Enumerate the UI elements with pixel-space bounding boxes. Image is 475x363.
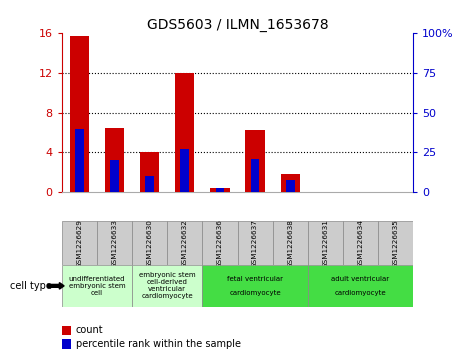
Bar xyxy=(216,188,224,192)
Text: GSM1226634: GSM1226634 xyxy=(358,219,363,268)
Bar xyxy=(175,73,194,192)
FancyBboxPatch shape xyxy=(132,265,202,307)
Text: GSM1226636: GSM1226636 xyxy=(217,219,223,268)
FancyBboxPatch shape xyxy=(308,265,413,307)
Bar xyxy=(210,188,229,192)
FancyBboxPatch shape xyxy=(132,221,167,265)
FancyBboxPatch shape xyxy=(202,265,308,307)
Bar xyxy=(251,159,259,192)
Bar xyxy=(286,180,294,192)
Text: GSM1226633: GSM1226633 xyxy=(112,219,117,268)
Bar xyxy=(70,36,89,192)
Bar xyxy=(140,152,159,192)
Text: GSM1226637: GSM1226637 xyxy=(252,219,258,268)
Bar xyxy=(110,160,119,192)
Title: GDS5603 / ILMN_1653678: GDS5603 / ILMN_1653678 xyxy=(147,18,328,32)
FancyBboxPatch shape xyxy=(97,221,132,265)
FancyBboxPatch shape xyxy=(343,221,378,265)
Text: GSM1226632: GSM1226632 xyxy=(182,219,188,268)
Bar xyxy=(246,130,265,192)
Text: GSM1226629: GSM1226629 xyxy=(76,219,82,268)
FancyBboxPatch shape xyxy=(167,221,202,265)
Text: percentile rank within the sample: percentile rank within the sample xyxy=(76,339,241,349)
Text: GSM1226638: GSM1226638 xyxy=(287,219,293,268)
Bar xyxy=(105,127,124,192)
Bar xyxy=(145,176,154,192)
Text: fetal ventricular

cardiomyocyte: fetal ventricular cardiomyocyte xyxy=(227,276,283,296)
Text: embryonic stem
cell-derived
ventricular
cardiomyocyte: embryonic stem cell-derived ventricular … xyxy=(139,272,196,299)
FancyBboxPatch shape xyxy=(378,221,413,265)
Text: count: count xyxy=(76,325,104,335)
Text: adult ventricular

cardiomyocyte: adult ventricular cardiomyocyte xyxy=(332,276,389,296)
Text: GSM1226630: GSM1226630 xyxy=(147,219,152,268)
Text: undifferentiated
embryonic stem
cell: undifferentiated embryonic stem cell xyxy=(68,276,125,296)
Text: cell type: cell type xyxy=(10,281,51,291)
Text: GSM1226631: GSM1226631 xyxy=(323,219,328,268)
FancyBboxPatch shape xyxy=(62,265,132,307)
Bar xyxy=(75,129,84,192)
Text: GSM1226635: GSM1226635 xyxy=(393,219,399,268)
FancyBboxPatch shape xyxy=(238,221,273,265)
Bar xyxy=(180,149,189,192)
FancyBboxPatch shape xyxy=(308,221,343,265)
Bar xyxy=(281,174,300,192)
FancyBboxPatch shape xyxy=(202,221,238,265)
FancyBboxPatch shape xyxy=(273,221,308,265)
FancyBboxPatch shape xyxy=(62,221,97,265)
